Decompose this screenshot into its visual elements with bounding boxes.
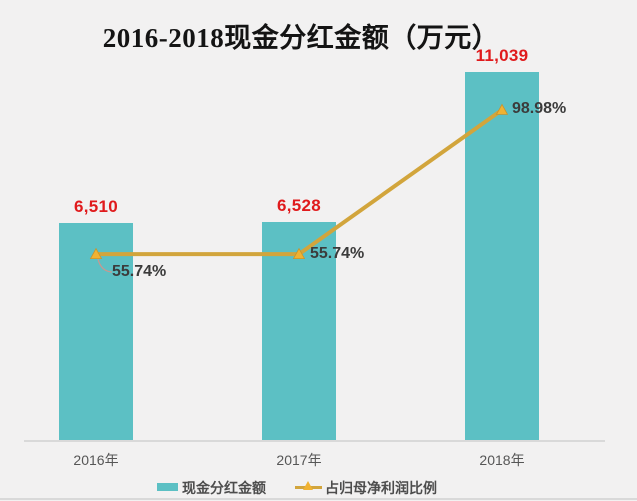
x-axis-line	[24, 440, 605, 442]
line-point-label: 98.98%	[512, 99, 567, 117]
legend-bar-swatch-icon	[157, 483, 178, 491]
line-point-label: 55.74%	[112, 263, 167, 281]
bar-value-label: 6,528	[276, 196, 322, 215]
legend-line-label: 占归母净利润比例	[325, 480, 437, 496]
x-axis-label: 2016年	[73, 452, 119, 468]
legend-triangle-marker-icon	[303, 481, 313, 490]
x-axis-label: 2017年	[276, 452, 322, 468]
bar-2018年	[465, 72, 539, 440]
legend: 现金分红金额 占归母净利润比例	[0, 478, 637, 500]
chart-title: 2016-2018现金分红金额（万元）	[102, 23, 500, 53]
bar-2016年	[59, 223, 133, 440]
bar-value-label: 6,510	[73, 197, 119, 216]
bottom-border	[0, 498, 637, 500]
x-axis-label: 2018年	[479, 452, 525, 468]
line-point-label: 55.74%	[310, 245, 365, 263]
legend-bar-label: 现金分红金额	[182, 480, 266, 496]
bar-value-label: 11,039	[475, 46, 529, 65]
